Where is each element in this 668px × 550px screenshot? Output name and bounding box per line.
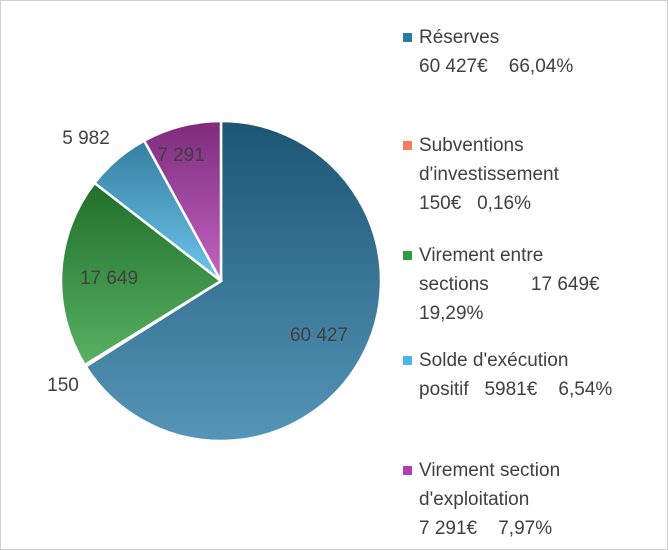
pie-slice bbox=[59, 181, 224, 367]
data-label: 5 982 bbox=[62, 128, 110, 149]
legend-entry: Solde d'exécution positif 5981€ 6,54% bbox=[419, 350, 613, 400]
legend-swatch bbox=[403, 356, 412, 365]
legend-swatch bbox=[403, 466, 412, 475]
data-label: 60 427 bbox=[290, 325, 348, 346]
legend-swatch bbox=[403, 33, 412, 42]
legend-entry: Virement section d'exploitation 7 291€ 7… bbox=[419, 460, 561, 539]
legend-entry: Virement entre sections 17 649€ 19,29% bbox=[419, 245, 600, 324]
pie-slice bbox=[142, 119, 223, 282]
data-label: 150 bbox=[47, 375, 79, 396]
legend-entry: Subventions d'investissement 150€ 0,16% bbox=[419, 135, 559, 214]
data-label: 17 649 bbox=[80, 268, 138, 289]
legend-swatch bbox=[403, 141, 412, 150]
data-label: 7 291 bbox=[157, 145, 205, 166]
legend-swatch bbox=[403, 251, 412, 260]
legend-entry: Réserves 60 427€ 66,04% bbox=[419, 27, 574, 77]
pie-slice bbox=[83, 119, 383, 443]
